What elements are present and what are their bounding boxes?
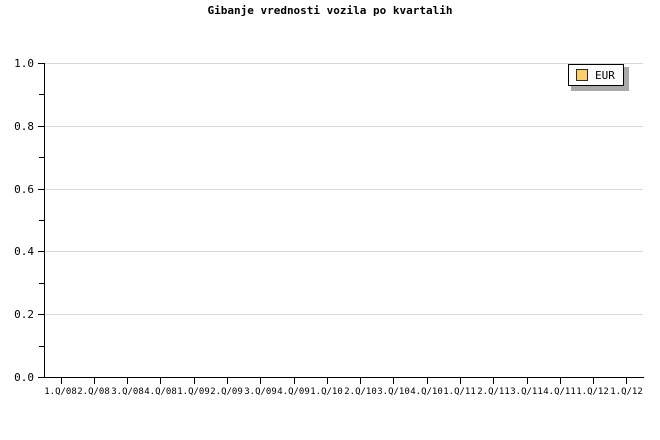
gridline: [44, 251, 643, 252]
x-axis-tick: [593, 378, 594, 384]
y-axis-tick-label: 0.6: [14, 183, 34, 196]
legend-entry-label: EUR: [595, 68, 615, 82]
x-axis-tick-label: 2.Q/10: [344, 387, 377, 397]
x-axis-tick: [294, 378, 295, 384]
x-axis-tick-label: 4.Q/09: [277, 387, 310, 397]
plot-area: [44, 63, 643, 377]
x-axis-tick-label: 1.Q/10: [310, 387, 343, 397]
y-axis-tick: [38, 251, 44, 252]
x-axis-tick: [493, 378, 494, 384]
legend-color-swatch-icon: [576, 69, 588, 81]
x-axis-tick: [560, 378, 561, 384]
y-axis-tick-label: 0.0: [14, 371, 34, 384]
x-axis-tick: [393, 378, 394, 384]
x-axis-tick: [427, 378, 428, 384]
x-axis-tick: [160, 378, 161, 384]
x-axis-tick: [626, 378, 627, 384]
x-axis-tick: [94, 378, 95, 384]
y-axis-tick: [38, 126, 44, 127]
x-axis-tick: [127, 378, 128, 384]
gridline: [44, 314, 643, 315]
chart-legend[interactable]: EUR: [568, 64, 624, 86]
x-axis-tick-label: 4.Q/10: [410, 387, 443, 397]
x-axis-tick-label: 1.Q/11: [443, 387, 476, 397]
y-axis-minor-tick: [39, 283, 44, 284]
x-axis-tick-label: 4.Q/08: [144, 387, 177, 397]
x-axis-tick: [61, 378, 62, 384]
y-axis-tick: [38, 63, 44, 64]
x-axis-tick: [260, 378, 261, 384]
x-axis-tick: [527, 378, 528, 384]
x-axis-tick-label: 4.Q/11: [543, 387, 576, 397]
x-axis-tick-label: 3.Q/09: [244, 387, 277, 397]
x-axis-tick-label: 1.Q/09: [177, 387, 210, 397]
plot-surface: [44, 63, 643, 377]
x-axis-line: [44, 377, 644, 378]
gridline: [44, 189, 643, 190]
y-axis-tick-label: 0.4: [14, 245, 34, 258]
gridline: [44, 126, 643, 127]
y-axis-tick-label: 0.8: [14, 120, 34, 133]
y-axis-tick: [38, 189, 44, 190]
x-axis-tick-label: 3.Q/10: [377, 387, 410, 397]
y-axis-minor-tick: [39, 94, 44, 95]
y-axis-minor-tick: [39, 220, 44, 221]
y-axis-minor-tick: [39, 346, 44, 347]
x-axis-tick-label: 1.Q/08: [44, 387, 77, 397]
x-axis-tick: [227, 378, 228, 384]
y-axis-tick-label: 1.0: [14, 57, 34, 70]
y-axis-tick-label: 0.2: [14, 308, 34, 321]
gridlines: [44, 63, 643, 377]
x-axis-tick: [460, 378, 461, 384]
x-axis-tick-label: 2.Q/09: [210, 387, 243, 397]
y-axis-line: [44, 63, 45, 378]
x-axis-tick: [194, 378, 195, 384]
gridline: [44, 63, 643, 64]
chart-title: Gibanje vrednosti vozila po kvartalih: [207, 4, 453, 17]
x-axis-tick-label: 3.Q/08: [111, 387, 144, 397]
legend-entry-eur[interactable]: EUR: [569, 65, 623, 85]
y-axis-tick: [38, 314, 44, 315]
x-axis-tick-label: 1.Q/12: [610, 387, 643, 397]
x-axis-tick-label: 3.Q/11: [510, 387, 543, 397]
x-axis-tick-label: 2.Q/11: [477, 387, 510, 397]
x-axis-tick-label: 2.Q/08: [77, 387, 110, 397]
y-axis-tick: [38, 377, 44, 378]
x-axis-tick: [360, 378, 361, 384]
y-axis-minor-tick: [39, 157, 44, 158]
x-axis-tick: [327, 378, 328, 384]
x-axis-tick-label: 1.Q/12: [576, 387, 609, 397]
